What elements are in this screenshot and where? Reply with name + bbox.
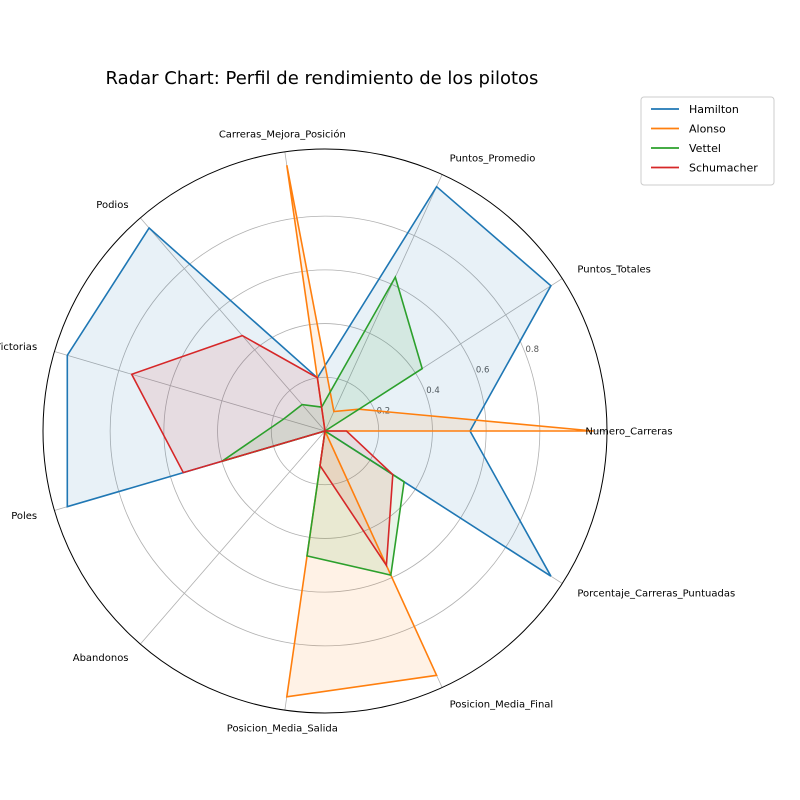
outer-frame [42,148,608,714]
legend-label: Schumacher [689,162,758,175]
grid-spoke [324,174,443,432]
radial-tick-label: 0.4 [426,386,440,396]
axis-label: Posicion_Media_Final [450,699,554,710]
axis-label: Podios [96,200,128,211]
axis-label: Poles [11,511,37,522]
grid-spoke [140,217,326,432]
axis-label: Posicion_Media_Salida [227,723,338,734]
axis-label: Puntos_Promedio [450,154,536,165]
radial-tick-label: 0.8 [526,345,540,355]
legend-label: Vettel [689,142,721,155]
grid-spoke [54,351,326,432]
series-fill-schumacher [131,335,393,566]
legend: Hamilton Alonso Vettel Schumacher [640,96,775,186]
axis-label: Porcentaje_Carreras_Puntuadas [577,589,735,600]
axis-label: Numero_Carreras [585,427,672,438]
series-fill-hamilton [67,186,551,577]
series-fill-vettel [221,277,423,576]
axis-label: Carreras_Mejora_Posición [219,129,346,141]
legend-box [640,96,775,186]
legend-label: Hamilton [689,103,739,116]
legend-label: Alonso [689,123,726,136]
chart-title: Radar Chart: Perfil de rendimiento de lo… [106,68,539,89]
series-line-schumacher [130,334,394,568]
series-line-hamilton [66,185,552,577]
axis-label: Puntos_Totales [577,264,651,275]
series-lines [66,165,594,698]
series-line-vettel [221,275,424,577]
axis-label: Abandonos [73,653,129,664]
radial-tick-label: 0.6 [476,365,490,375]
axis-labels: Numero_Carreras Puntos_Totales Puntos_Prom… [0,129,735,735]
axis-label: Victorias [0,342,37,353]
grid-spoke [140,430,326,645]
